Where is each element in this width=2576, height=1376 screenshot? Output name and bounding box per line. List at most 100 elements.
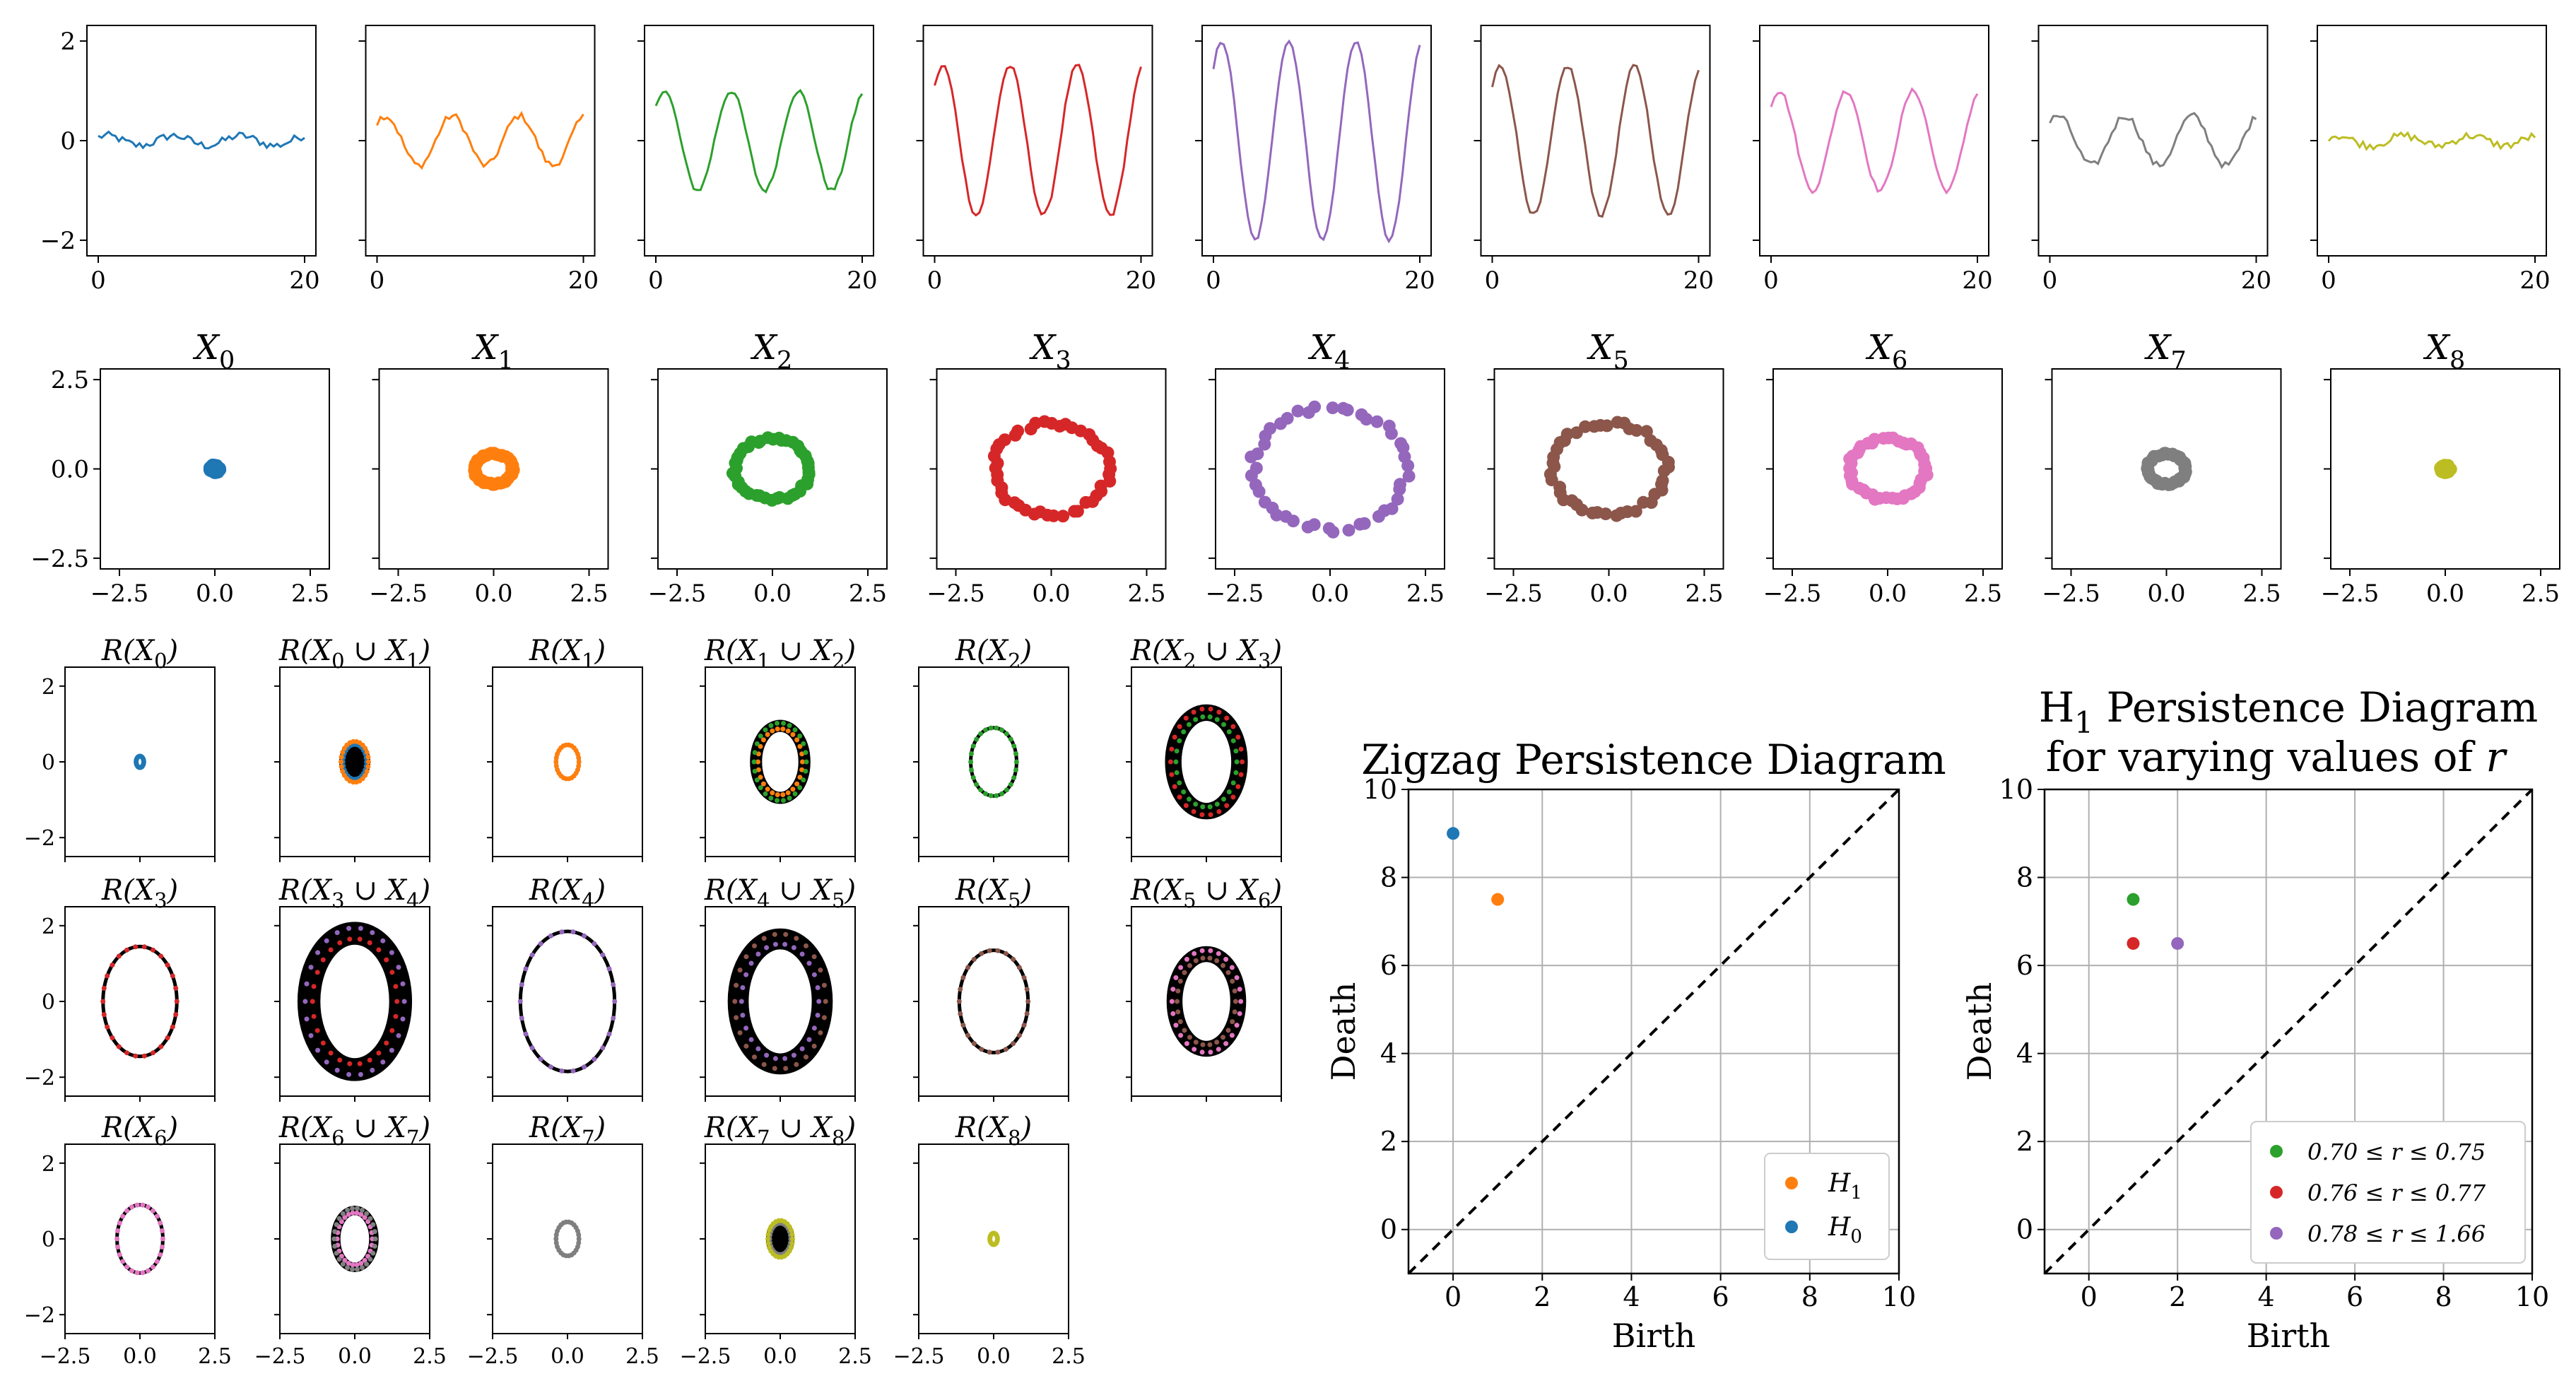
rips-point xyxy=(763,791,768,796)
rips-point xyxy=(315,950,321,955)
rips-point xyxy=(791,945,796,951)
rips-point xyxy=(958,987,963,992)
point xyxy=(1307,518,1321,531)
x-tick-label: 20 xyxy=(847,266,877,295)
rips-point xyxy=(772,941,778,947)
rips-point xyxy=(765,787,770,792)
y-tick-label: −2 xyxy=(24,1066,55,1090)
rips-panel-2: R(X1​) xyxy=(487,635,643,862)
rips-point xyxy=(1177,738,1182,743)
rips-point xyxy=(767,1228,772,1233)
rips-point xyxy=(1234,1023,1240,1028)
rips-point xyxy=(376,1050,382,1056)
rips-point xyxy=(350,1266,355,1272)
x-tick-label: −2.5 xyxy=(680,1344,731,1369)
rips-title: R(X4​) xyxy=(529,874,606,912)
rips-point xyxy=(1175,1009,1181,1015)
x-tick-label: 0 xyxy=(370,266,385,295)
rips-point xyxy=(146,1268,151,1274)
rips-point xyxy=(1011,743,1017,749)
point xyxy=(1355,408,1368,421)
y-tick-label: −2 xyxy=(24,826,55,851)
rips-point xyxy=(366,759,371,765)
rips-point xyxy=(823,999,828,1004)
rips-point xyxy=(1193,1040,1199,1045)
rips-point xyxy=(1024,1011,1030,1016)
rips-point xyxy=(755,767,761,772)
axes-frame xyxy=(64,906,216,1097)
x-tick-label: 2.5 xyxy=(413,1344,447,1369)
rips-title: R(X6​) xyxy=(101,1112,178,1150)
rips-point xyxy=(359,1207,365,1213)
point xyxy=(1008,428,1022,442)
rips-point xyxy=(818,1030,823,1035)
rips-point xyxy=(389,1047,394,1053)
rips-point xyxy=(1187,1035,1192,1040)
rips-point xyxy=(384,957,389,963)
rips-point xyxy=(804,943,808,948)
rips-point xyxy=(170,1024,175,1030)
rips-title: R(X2​) xyxy=(955,635,1032,673)
rips-point xyxy=(1182,1028,1187,1033)
rips-point xyxy=(334,1250,339,1256)
rips-point xyxy=(797,734,803,739)
rips-panel-8: R(X4​) xyxy=(487,874,643,1102)
rips-point xyxy=(328,947,334,953)
rips-point xyxy=(345,1207,351,1213)
rips-edges xyxy=(727,928,833,1075)
rips-point xyxy=(758,775,763,780)
rips-point xyxy=(979,951,984,956)
rips-point xyxy=(1016,965,1022,970)
x-tick-label: −2.5 xyxy=(1484,580,1543,608)
rips-point xyxy=(559,1068,565,1074)
x-tick-label: 4 xyxy=(2258,1281,2275,1312)
rips-point xyxy=(755,1046,761,1052)
y-axis-label: Death xyxy=(1324,982,1363,1081)
x-tick-label: 0 xyxy=(648,266,664,295)
axes-frame xyxy=(1407,788,1900,1275)
rips-point xyxy=(1232,988,1237,994)
rips-point xyxy=(600,952,606,958)
rips-point xyxy=(1193,801,1199,807)
rips-title: R(X6​ ∪ X7​) xyxy=(278,1112,430,1150)
rips-edges xyxy=(297,922,413,1081)
rips-point xyxy=(794,936,799,941)
rips-point xyxy=(1191,710,1196,715)
rips-point xyxy=(340,769,346,774)
rips-point xyxy=(592,941,597,946)
rips-point xyxy=(553,763,559,769)
rips-point xyxy=(347,936,353,942)
rips-point xyxy=(362,1215,367,1221)
rips-point xyxy=(358,1261,364,1266)
rips-point xyxy=(1177,780,1182,786)
y-tick-label: 2 xyxy=(42,675,55,700)
axes-frame xyxy=(1493,368,1724,570)
rips-panel-5: R(X2​ ∪ X3​) xyxy=(1126,635,1282,862)
timeseries-line-6 xyxy=(1770,87,1979,195)
y-tick-label: 0 xyxy=(42,990,55,1015)
rips-point xyxy=(141,1053,147,1059)
rips-point xyxy=(576,1236,582,1242)
rips-point xyxy=(764,945,770,951)
axes-frame xyxy=(918,906,1069,1097)
rips-point xyxy=(1214,801,1220,807)
rips-point xyxy=(355,1206,360,1211)
x-tick-label: 0.0 xyxy=(338,1344,372,1369)
rips-point xyxy=(1207,1042,1213,1047)
rips-point xyxy=(304,981,310,987)
rips-point xyxy=(804,759,809,765)
rips-point xyxy=(1182,970,1187,975)
rips-point xyxy=(346,926,352,931)
rips-point xyxy=(529,1045,535,1051)
rips-point xyxy=(350,1210,355,1216)
rips-point xyxy=(1013,751,1018,756)
x-tick-label: 0 xyxy=(1763,266,1779,295)
rips-point xyxy=(1011,1041,1016,1047)
rips-panel-10: R(X5​) xyxy=(913,874,1069,1102)
x-tick-label: 6 xyxy=(2346,1281,2363,1312)
rips-point xyxy=(803,768,808,774)
x-tick-label: 0.0 xyxy=(2426,580,2464,608)
point xyxy=(2178,464,2192,476)
rips-point xyxy=(994,725,999,731)
